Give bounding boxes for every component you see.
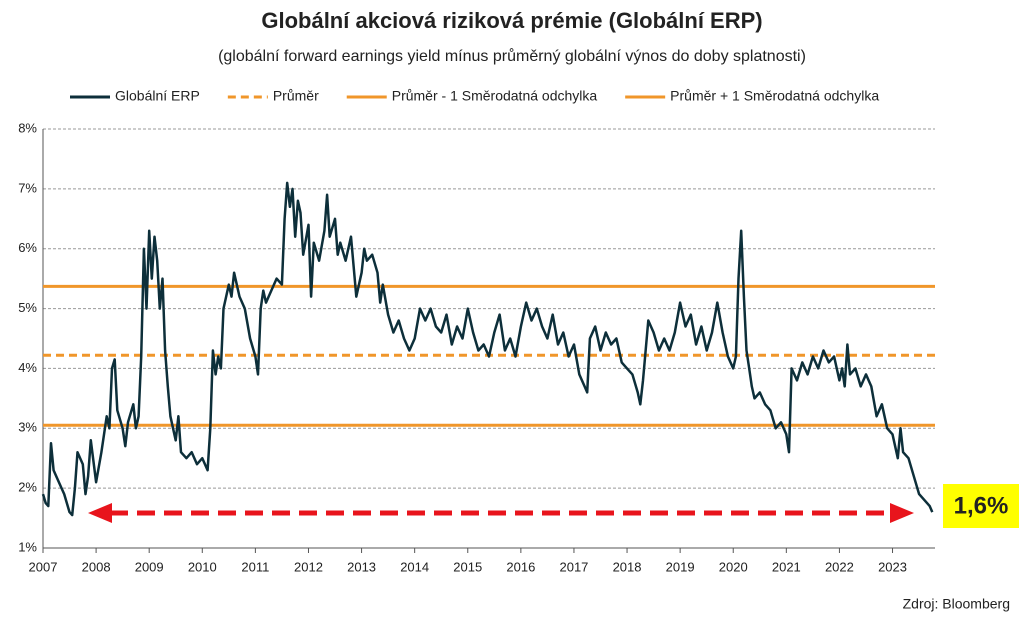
y-tick-label: 2% — [18, 480, 37, 495]
y-tick-label: 1% — [18, 539, 37, 554]
legend-label: Průměr - 1 Směrodatná odchylka — [392, 88, 598, 104]
x-tick-label: 2007 — [29, 559, 58, 574]
x-tick-label: 2022 — [825, 559, 854, 574]
x-tick-label: 2016 — [506, 559, 535, 574]
legend-label: Průměr + 1 Směrodatná odchylka — [670, 88, 879, 104]
arrow-head — [890, 503, 914, 523]
x-tick-label: 2010 — [188, 559, 217, 574]
arrow-head — [88, 503, 112, 523]
y-tick-label: 7% — [18, 180, 37, 195]
annotation-box — [943, 484, 1019, 528]
x-tick-label: 2014 — [400, 559, 429, 574]
x-tick-label: 2019 — [666, 559, 695, 574]
x-tick-label: 2009 — [135, 559, 164, 574]
x-tick-label: 2015 — [453, 559, 482, 574]
annotation-label: 1,6% — [954, 492, 1009, 519]
legend-label: Průměr — [273, 88, 319, 104]
y-tick-label: 6% — [18, 240, 37, 255]
x-tick-label: 2018 — [613, 559, 642, 574]
series-line — [41, 181, 934, 517]
y-tick-label: 3% — [18, 420, 37, 435]
chart-title: Globální akciová riziková prémie (Globál… — [261, 8, 762, 33]
chart-subtitle: (globální forward earnings yield mínus p… — [218, 47, 806, 65]
x-tick-label: 2020 — [719, 559, 748, 574]
legend-label: Globální ERP — [115, 88, 200, 104]
x-tick-label: 2011 — [241, 559, 269, 574]
x-tick-label: 2013 — [347, 559, 376, 574]
y-tick-label: 8% — [18, 120, 37, 135]
y-tick-label: 4% — [18, 360, 37, 375]
x-tick-label: 2012 — [294, 559, 323, 574]
x-tick-label: 2021 — [772, 559, 801, 574]
x-tick-label: 2008 — [82, 559, 111, 574]
source: Zdroj: Bloomberg — [903, 596, 1010, 612]
x-tick-label: 2017 — [559, 559, 588, 574]
y-tick-label: 5% — [18, 300, 37, 315]
x-tick-label: 2023 — [878, 559, 907, 574]
